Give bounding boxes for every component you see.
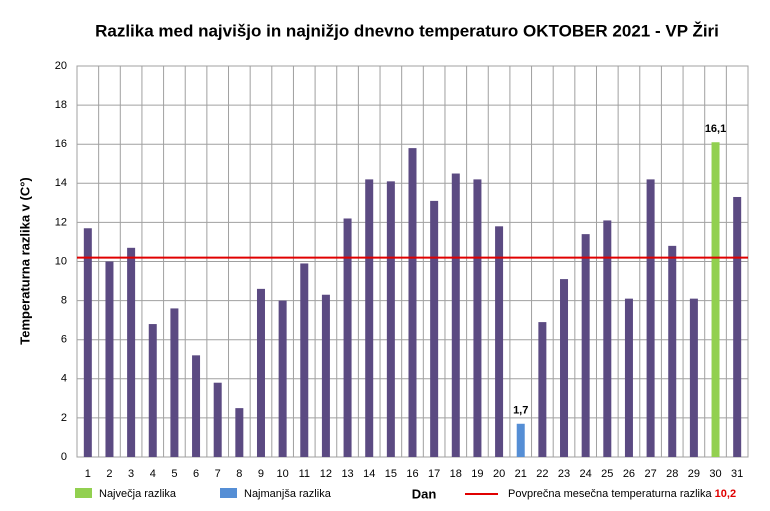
x-tick-label: 8 [236,468,242,480]
bar [646,179,655,457]
bar [451,173,460,457]
x-tick-label: 11 [299,468,310,480]
bar [127,247,136,457]
y-tick-label: 16 [55,138,67,150]
average-name: Povprečna mesečna temperaturna razlika [508,488,712,500]
x-tick-label: 16 [406,468,418,480]
bar [83,228,92,457]
bar [170,308,179,457]
x-tick-label: 13 [341,468,353,480]
bar [256,288,265,457]
y-tick-label: 18 [55,99,67,111]
y-tick-label: 8 [61,295,67,307]
legend-swatch [220,488,237,498]
x-tick-label: 14 [363,468,375,480]
x-tick-label: 28 [666,468,678,480]
y-tick-label: 6 [61,334,67,346]
x-tick-label: 7 [215,468,221,480]
x-tick-label: 30 [709,468,721,480]
x-tick-label: 12 [320,468,332,480]
x-tick-label: 15 [385,468,397,480]
bar [624,298,633,457]
legend-swatch [75,488,92,498]
x-tick-label: 9 [258,468,264,480]
bar [538,322,547,457]
bar [668,245,677,457]
x-tick-label: 4 [150,468,156,480]
x-tick-label: 24 [580,468,592,480]
x-tick-label: 22 [536,468,548,480]
bar [689,298,698,457]
bar [516,423,525,457]
bar [105,261,114,457]
y-tick-label: 10 [55,255,67,267]
x-tick-label: 20 [493,468,505,480]
bar [278,300,287,457]
y-tick-label: 0 [61,451,67,463]
y-axis-title: Temperaturna razlika v (C°) [17,177,32,345]
x-tick-label: 6 [193,468,199,480]
bar [386,181,395,457]
data-label: 1,7 [513,405,528,417]
bar [733,196,742,458]
x-tick-label: 10 [277,468,289,480]
y-tick-label: 20 [55,60,67,72]
x-tick-label: 25 [601,468,613,480]
x-tick-label: 18 [450,468,462,480]
bar [495,226,504,457]
bar [148,324,157,457]
bar [603,220,612,457]
average-value: 10,2 [715,488,736,500]
x-tick-label: 21 [515,468,527,480]
x-tick-label: 17 [428,468,440,480]
x-tick-label: 2 [106,468,112,480]
bar [192,355,201,457]
x-tick-label: 23 [558,468,570,480]
x-tick-label: 1 [85,468,91,480]
bar [430,200,439,457]
x-tick-label: 26 [623,468,635,480]
y-tick-label: 14 [55,177,67,189]
y-tick-label: 12 [55,216,67,228]
bar [343,218,352,457]
y-tick-label: 4 [61,373,67,385]
x-tick-label: 31 [731,468,743,480]
bar [711,142,720,457]
x-tick-label: 5 [171,468,177,480]
bar [408,148,417,458]
bar [560,279,569,457]
y-tick-label: 2 [61,412,67,424]
x-tick-label: 29 [688,468,700,480]
bar [213,382,222,457]
x-axis-title: Dan [412,486,437,501]
x-tick-label: 27 [644,468,656,480]
legend-label: Najmanjša razlika [244,488,332,500]
bar [473,179,482,457]
bar [321,294,330,457]
bar [581,234,590,457]
bar [300,263,309,457]
x-tick-label: 19 [471,468,483,480]
legend-label: Največja razlika [99,488,177,500]
bar [365,179,374,457]
bar [235,408,244,457]
data-label: 16,1 [705,123,726,135]
x-tick-label: 3 [128,468,134,480]
legend-label: Povprečna mesečna temperaturna razlika 1… [508,488,736,500]
chart-title: Razlika med najvišjo in najnižjo dnevno … [95,21,719,40]
